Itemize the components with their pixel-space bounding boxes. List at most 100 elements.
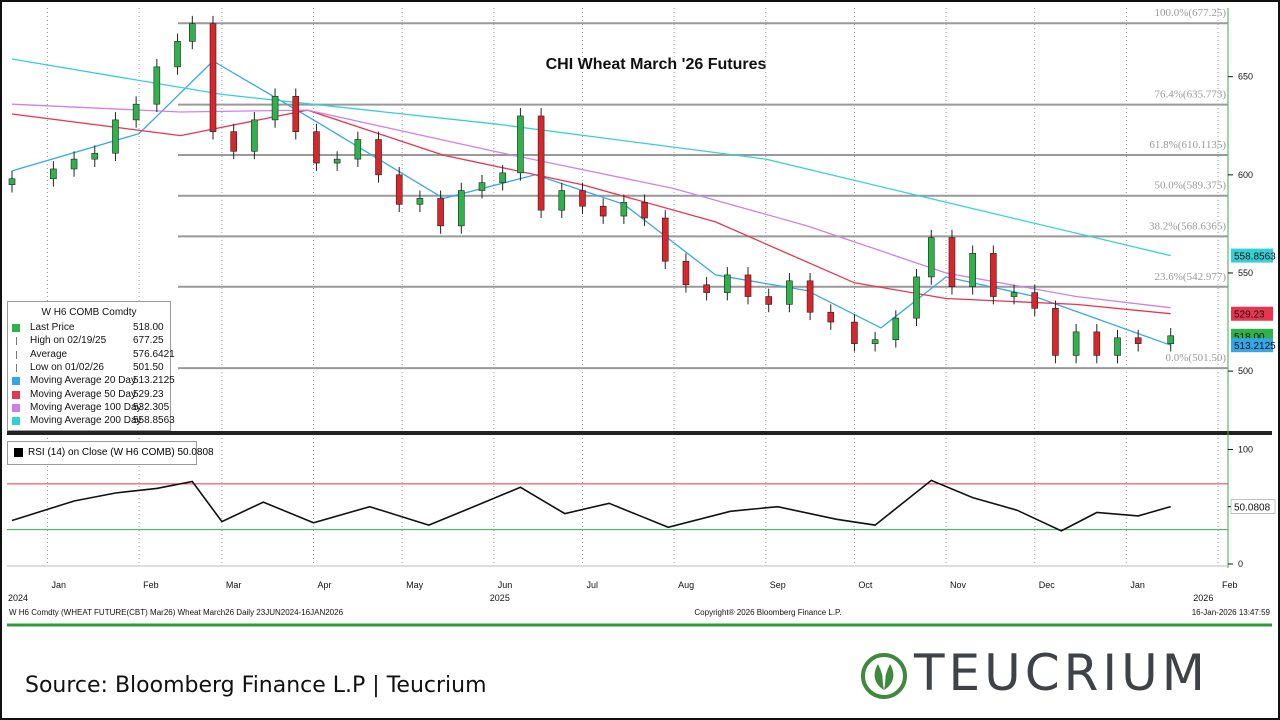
legend-label: Moving Average 100 Day bbox=[30, 401, 142, 413]
candle-body bbox=[969, 253, 976, 288]
fib-level-label: 61.8%(610.1135) bbox=[1149, 139, 1226, 151]
rsi-y-tick-label: 0 bbox=[1238, 559, 1243, 569]
legend-label: Last Price bbox=[30, 322, 75, 333]
source-text: Source: Bloomberg Finance L.P | Teucrium bbox=[25, 673, 487, 698]
fib-level-label: 38.2%(568.6365) bbox=[1149, 220, 1226, 232]
x-tick-label: Jan bbox=[51, 580, 66, 590]
moving-average-line bbox=[11, 103, 1171, 309]
candle-body bbox=[682, 260, 690, 286]
candle-body bbox=[851, 321, 858, 344]
x-tick-label: May bbox=[406, 580, 424, 590]
legend-row: Moving Average 20 Day 513.2125 bbox=[12, 375, 175, 388]
legend-value: 529.23 bbox=[133, 388, 164, 400]
legend-row: Moving Average 100 Day 532.305 bbox=[12, 401, 170, 415]
x-tick-label: Feb bbox=[1222, 580, 1238, 590]
legend-label: Moving Average 200 Day bbox=[30, 415, 142, 427]
candle-body bbox=[1167, 335, 1175, 344]
candle-body bbox=[313, 131, 320, 164]
candle-body bbox=[620, 202, 628, 217]
copyright-text: Copyright® 2026 Bloomberg Finance L.P. bbox=[694, 608, 841, 617]
legend-value: 576.6421 bbox=[133, 348, 175, 360]
legend-row: Low on 01/02/26 501.50 bbox=[12, 362, 168, 375]
candle-body bbox=[786, 280, 793, 305]
y-tick-label: 550 bbox=[1238, 268, 1253, 278]
candle-body bbox=[209, 23, 217, 132]
legend-value: 532.305 bbox=[133, 401, 170, 413]
legend-row: Last Price 518.00 bbox=[12, 322, 168, 335]
moving-average-line bbox=[11, 109, 1171, 315]
candle-body bbox=[517, 115, 524, 174]
legend-value: 501.50 bbox=[133, 361, 164, 373]
legend-swatch bbox=[12, 377, 20, 386]
rsi-legend-swatch bbox=[14, 448, 23, 457]
legend-value: 677.25 bbox=[133, 335, 164, 347]
x-tick-label: Jan bbox=[1130, 580, 1145, 590]
candle-body bbox=[1114, 337, 1121, 356]
legend-swatch bbox=[16, 350, 21, 359]
x-tick-label: Oct bbox=[858, 580, 873, 590]
axis-value-badge bbox=[1231, 338, 1273, 353]
fib-level-label: 76.4%(635.773) bbox=[1155, 89, 1227, 101]
candle-body bbox=[744, 274, 752, 297]
price-chart: Jan Feb Mar Apr May Jun Jul Aug Sep Oct Nov Dec Jan F… bbox=[7, 7, 1276, 627]
x-tick-label: Aug bbox=[678, 580, 694, 590]
candle-body bbox=[1134, 337, 1142, 344]
fib-level-label: 100.0%(677.25) bbox=[1155, 7, 1227, 19]
x-tick-label: Sep bbox=[770, 580, 786, 590]
chart-title: CHI Wheat March '26 Futures bbox=[546, 56, 767, 73]
candle-body bbox=[579, 190, 586, 207]
candle-body bbox=[558, 190, 566, 211]
candle-body bbox=[132, 103, 140, 121]
candle-body bbox=[765, 296, 773, 305]
candle-body bbox=[437, 198, 444, 227]
candle-body bbox=[661, 217, 669, 262]
x-tick-label: Jun bbox=[498, 580, 513, 590]
candle-body bbox=[913, 276, 920, 319]
legend-swatch bbox=[12, 417, 20, 426]
candle-body bbox=[537, 115, 545, 211]
moving-average-line bbox=[11, 58, 1171, 257]
candle-body bbox=[112, 119, 119, 154]
rsi-value-badge bbox=[1230, 499, 1276, 514]
teucrium-leaf-logo bbox=[861, 653, 907, 699]
legend-swatch bbox=[12, 324, 20, 332]
candle-body bbox=[1093, 331, 1101, 356]
fib-level-label: 0.0%(501.50) bbox=[1166, 352, 1227, 364]
candle-body bbox=[499, 172, 506, 183]
x-tick-label: Nov bbox=[950, 580, 967, 590]
legend-label: Moving Average 20 Day bbox=[30, 375, 136, 387]
candle-body bbox=[271, 96, 279, 121]
year-label: 2026 bbox=[1193, 593, 1213, 603]
candle-body bbox=[395, 174, 403, 205]
rsi-line bbox=[11, 479, 1171, 532]
y-tick-label: 650 bbox=[1238, 72, 1253, 82]
legend-swatch bbox=[12, 403, 20, 412]
x-tick-label: Mar bbox=[226, 580, 242, 590]
candle-body bbox=[189, 23, 196, 42]
legend-row: High on 02/19/25 677.25 bbox=[12, 335, 168, 348]
rsi-legend-label: RSI (14) on Close (W H6 COMB) 50.0808 bbox=[28, 447, 214, 458]
candle-body bbox=[827, 311, 835, 323]
fib-level-label: 23.6%(542.977) bbox=[1155, 271, 1227, 283]
candle-body bbox=[251, 119, 258, 152]
candle-body bbox=[1052, 308, 1059, 356]
candle-body bbox=[948, 237, 956, 288]
legend-swatch bbox=[12, 390, 20, 399]
candle-body bbox=[333, 158, 341, 164]
rsi-legend: RSI (14) on Close (W H6 COMB) 50.0808 bbox=[7, 441, 214, 465]
year-label: 2025 bbox=[490, 593, 510, 603]
legend-label: High on 02/19/25 bbox=[30, 335, 107, 347]
candle-body bbox=[641, 202, 648, 219]
candle-body bbox=[50, 168, 57, 180]
candle-body bbox=[599, 205, 607, 217]
axis-value-badge-text: 529.23 bbox=[1234, 310, 1265, 321]
candle-body bbox=[990, 253, 997, 297]
y-tick-label: 500 bbox=[1238, 366, 1253, 376]
candle-body bbox=[70, 158, 78, 170]
candle-body bbox=[871, 339, 879, 344]
candle-body bbox=[703, 284, 710, 293]
candle-body bbox=[416, 198, 424, 205]
candle-body bbox=[375, 139, 382, 176]
candle-body bbox=[153, 66, 161, 105]
